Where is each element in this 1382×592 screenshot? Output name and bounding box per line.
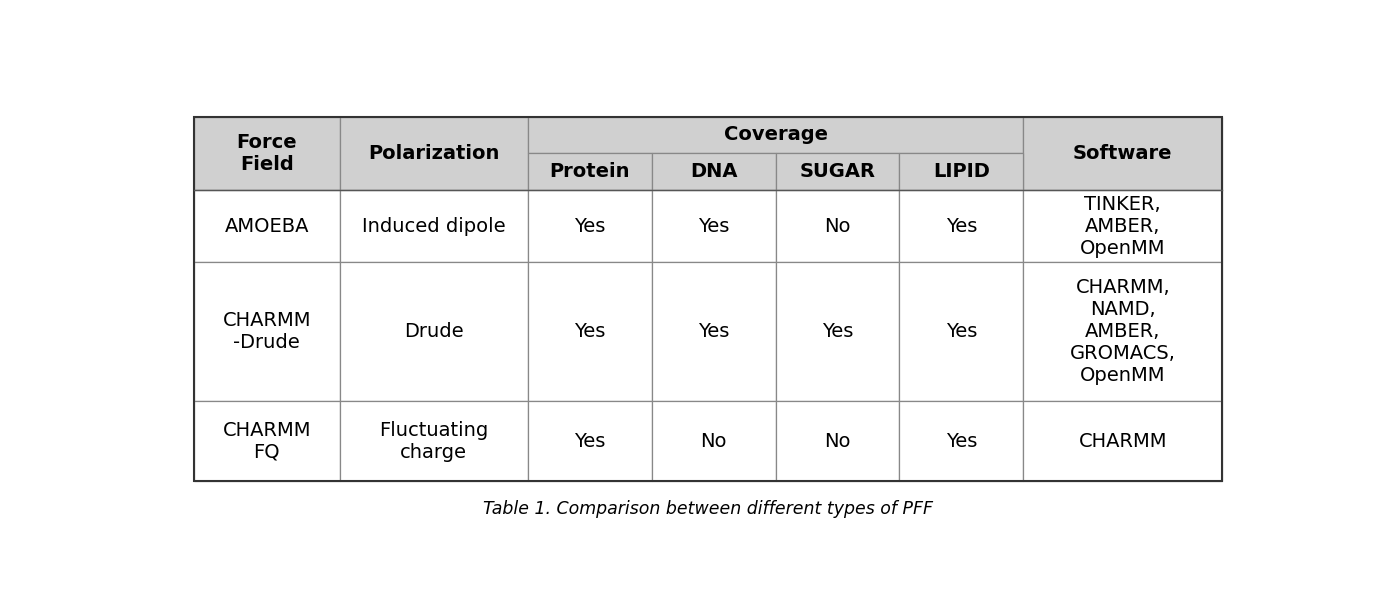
Text: AMOEBA: AMOEBA bbox=[225, 217, 310, 236]
Bar bbox=[193, 262, 340, 401]
Bar bbox=[775, 153, 900, 189]
Text: Yes: Yes bbox=[574, 217, 605, 236]
Text: Protein: Protein bbox=[550, 162, 630, 181]
Bar bbox=[900, 262, 1023, 401]
Text: DNA: DNA bbox=[690, 162, 738, 181]
Bar bbox=[528, 153, 652, 189]
Text: Drude: Drude bbox=[404, 322, 463, 341]
Text: No: No bbox=[824, 217, 851, 236]
Text: Yes: Yes bbox=[945, 322, 977, 341]
Text: Yes: Yes bbox=[945, 217, 977, 236]
Bar bbox=[193, 401, 340, 481]
Bar bbox=[528, 189, 652, 262]
Text: CHARMM: CHARMM bbox=[1078, 432, 1166, 451]
Bar bbox=[652, 189, 775, 262]
Text: No: No bbox=[824, 432, 851, 451]
Text: Fluctuating
charge: Fluctuating charge bbox=[379, 421, 488, 462]
Bar bbox=[775, 189, 900, 262]
Text: Polarization: Polarization bbox=[368, 144, 499, 163]
Bar bbox=[775, 401, 900, 481]
Text: Yes: Yes bbox=[698, 217, 730, 236]
Text: CHARMM
-Drude: CHARMM -Drude bbox=[223, 311, 311, 352]
Text: Yes: Yes bbox=[574, 432, 605, 451]
Bar bbox=[900, 153, 1023, 189]
Text: CHARMM,
NAMD,
AMBER,
GROMACS,
OpenMM: CHARMM, NAMD, AMBER, GROMACS, OpenMM bbox=[1070, 278, 1176, 385]
Bar bbox=[340, 117, 528, 189]
Text: Induced dipole: Induced dipole bbox=[362, 217, 506, 236]
Text: CHARMM
FQ: CHARMM FQ bbox=[223, 421, 311, 462]
Bar bbox=[340, 189, 528, 262]
Bar bbox=[1023, 401, 1222, 481]
Text: Yes: Yes bbox=[698, 322, 730, 341]
Text: SUGAR: SUGAR bbox=[799, 162, 875, 181]
Bar bbox=[900, 189, 1023, 262]
Text: Yes: Yes bbox=[574, 322, 605, 341]
Bar bbox=[652, 262, 775, 401]
Text: Yes: Yes bbox=[822, 322, 853, 341]
Bar bbox=[1023, 262, 1222, 401]
Bar bbox=[340, 262, 528, 401]
Bar bbox=[652, 153, 775, 189]
Text: Coverage: Coverage bbox=[724, 126, 828, 144]
Text: No: No bbox=[701, 432, 727, 451]
Bar bbox=[193, 189, 340, 262]
Text: LIPID: LIPID bbox=[933, 162, 990, 181]
Bar bbox=[900, 401, 1023, 481]
Bar bbox=[193, 117, 1222, 481]
Text: Force
Field: Force Field bbox=[236, 133, 297, 173]
Bar bbox=[775, 262, 900, 401]
Bar bbox=[652, 401, 775, 481]
Text: TINKER,
AMBER,
OpenMM: TINKER, AMBER, OpenMM bbox=[1081, 195, 1165, 258]
Bar bbox=[528, 117, 1023, 153]
Bar bbox=[528, 401, 652, 481]
Bar bbox=[1023, 117, 1222, 189]
Text: Table 1. Comparison between different types of PFF: Table 1. Comparison between different ty… bbox=[484, 500, 933, 517]
Text: Yes: Yes bbox=[945, 432, 977, 451]
Bar bbox=[193, 117, 340, 189]
Bar bbox=[1023, 189, 1222, 262]
Bar bbox=[340, 401, 528, 481]
Text: Software: Software bbox=[1072, 144, 1172, 163]
Bar bbox=[528, 262, 652, 401]
